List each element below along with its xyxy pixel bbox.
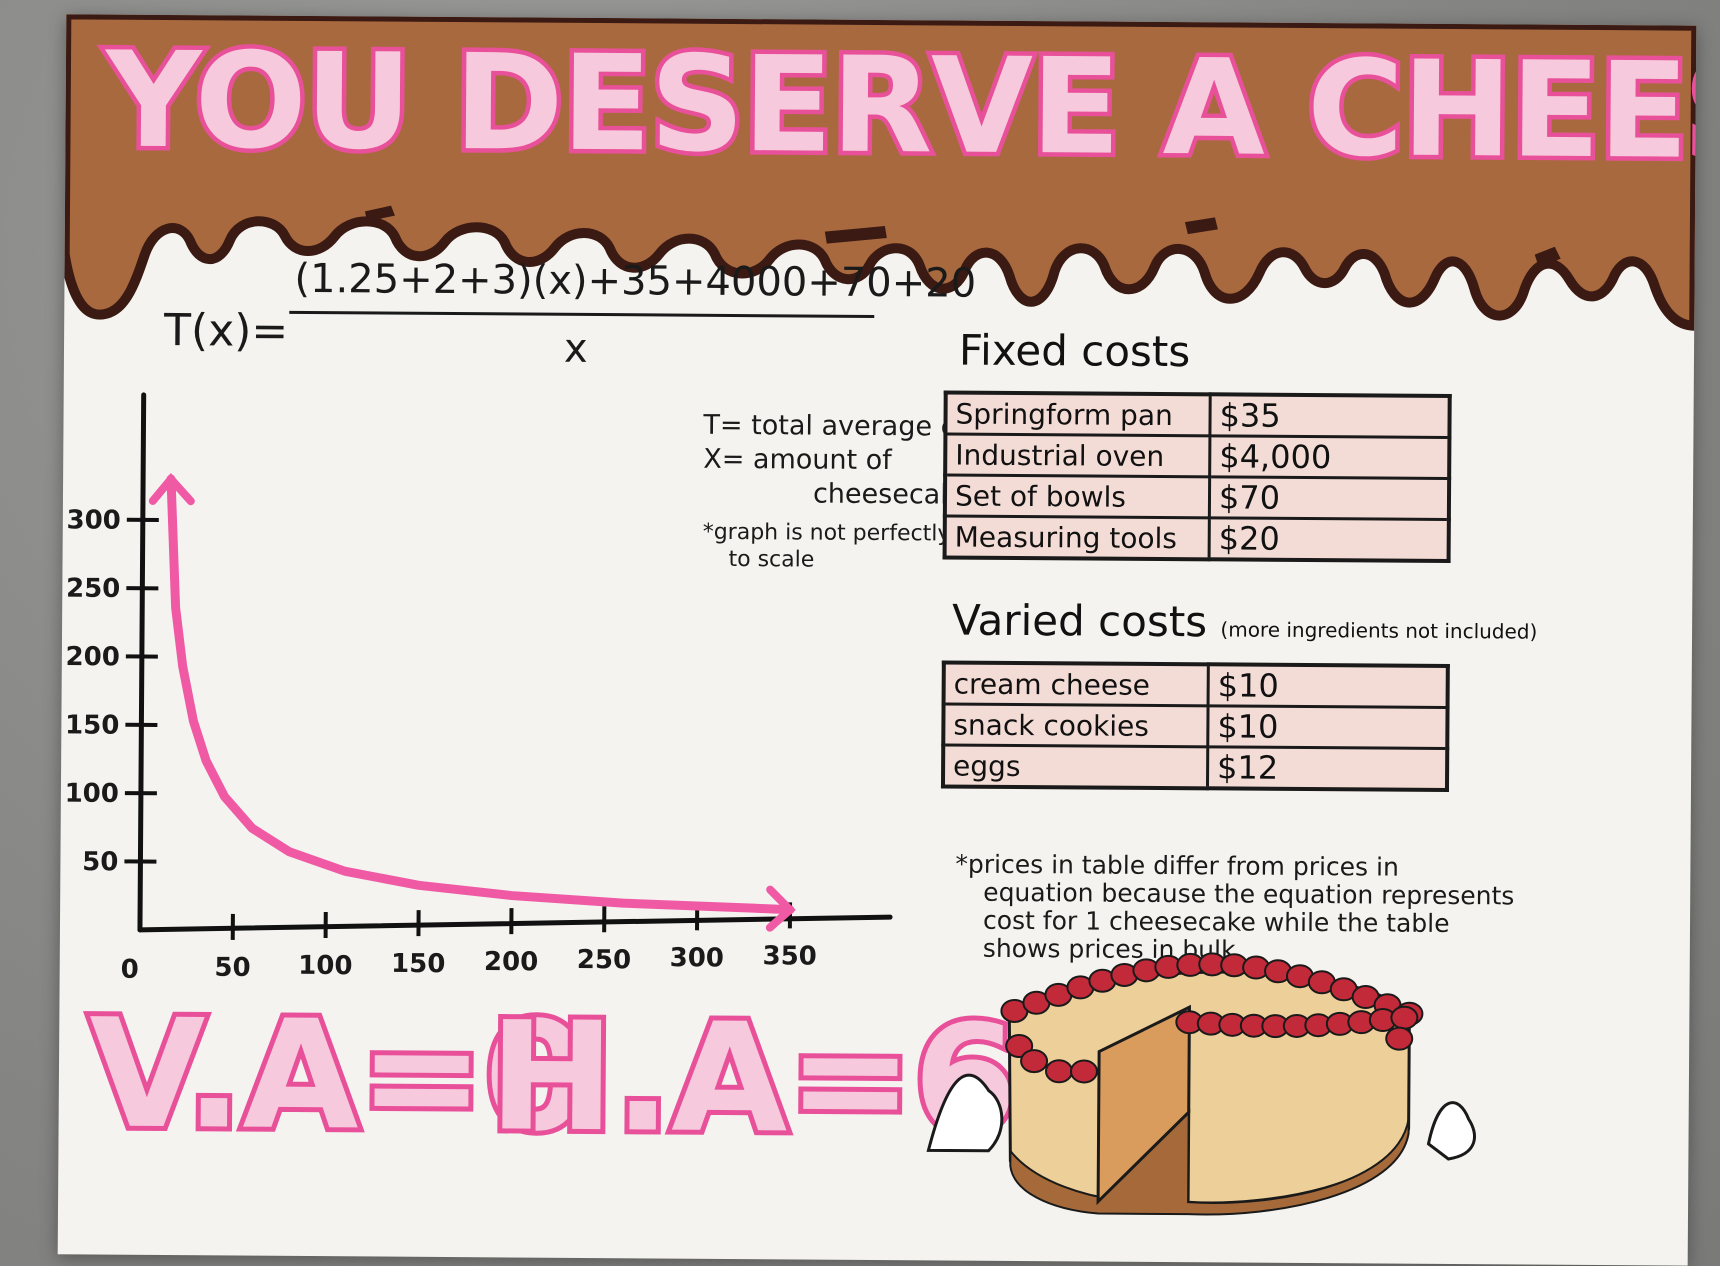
cheesecake-illustration xyxy=(926,952,1476,1216)
x-tick-label: 0 xyxy=(121,955,139,985)
strawberry xyxy=(1020,1049,1049,1074)
y-tick-label: 100 xyxy=(65,779,119,809)
fixed-cost-item: Set of bowls xyxy=(944,474,1210,518)
x-tick-label: 200 xyxy=(484,947,538,977)
varied-costs-title: Varied costs xyxy=(951,595,1208,647)
equation-denominator: x xyxy=(563,325,588,372)
strawberry xyxy=(1390,1005,1419,1030)
y-tick-label: 150 xyxy=(65,710,119,740)
varied-cost-item: cream cheese xyxy=(943,662,1209,706)
y-tick-label: 200 xyxy=(65,642,119,672)
fixed-cost-item: Measuring tools xyxy=(944,515,1210,560)
varied-cost-row: snack cookies $10 xyxy=(943,703,1448,749)
strawberry xyxy=(1385,1026,1414,1051)
varied-cost-item: snack cookies xyxy=(943,703,1209,747)
varied-costs-subtitle: (more ingredients not included) xyxy=(1220,617,1538,644)
varied-cost-row: cream cheese $10 xyxy=(943,662,1448,708)
fixed-cost-item: Springform pan xyxy=(945,392,1211,436)
equation-numerator: (1.25+2+3)(x)+35+4000+70+20 xyxy=(294,255,977,307)
x-tick-label: 250 xyxy=(577,945,631,975)
graph-ticks: 50 100 150 200 250 300 0 50 100 150 200 250 300 350 xyxy=(65,505,817,985)
varied-cost-item: eggs xyxy=(942,744,1208,789)
cost-graph: 50 100 150 200 250 300 0 50 100 150 200 250 300 350 xyxy=(65,392,893,985)
graph-axes xyxy=(137,392,893,933)
fixed-cost-price: $70 xyxy=(1209,476,1450,520)
x-tick-label: 350 xyxy=(762,941,816,971)
varied-cost-price: $10 xyxy=(1208,664,1448,708)
price-footnote: *prices in table differ from prices in e… xyxy=(955,850,1515,967)
curve-arrow-right xyxy=(765,885,796,932)
fixed-cost-price: $4,000 xyxy=(1209,435,1450,479)
graph-curve-layer xyxy=(148,472,796,932)
x-axis-line xyxy=(137,914,893,933)
x-tick-label: 150 xyxy=(391,949,445,979)
cost-curve xyxy=(166,474,795,915)
varied-cost-price: $10 xyxy=(1207,705,1448,749)
fixed-cost-price: $35 xyxy=(1209,394,1450,438)
fixed-cost-row: Set of bowls $70 xyxy=(944,474,1450,520)
fixed-cost-item: Industrial oven xyxy=(945,433,1210,477)
whipped-cream-left xyxy=(926,1073,1004,1153)
whipped-cream-right xyxy=(1426,1101,1476,1161)
x-tick-label: 100 xyxy=(298,951,352,981)
fixed-cost-row: Measuring tools $20 xyxy=(944,515,1449,561)
strawberry-ring xyxy=(1000,952,1424,1084)
fixed-cost-row: Industrial oven $4,000 xyxy=(945,433,1450,479)
varied-costs-table: cream cheese $10 snack cookies $10 eggs $12 xyxy=(940,660,1450,792)
poster: YOU DESERVE A CHEESECAKE. T(x)= (1.25+2+… xyxy=(57,14,1697,1266)
x-tick-label: 50 xyxy=(214,953,250,983)
varied-costs-heading: Varied costs (more ingredients not inclu… xyxy=(952,596,1538,649)
chocolate-drip-banner xyxy=(63,14,1697,331)
fixed-cost-row: Springform pan $35 xyxy=(945,392,1450,438)
cake-body xyxy=(1007,970,1411,1205)
varied-cost-row: eggs $12 xyxy=(942,744,1448,790)
poster-title: YOU DESERVE A CHEESECAKE. xyxy=(101,19,1697,197)
y-tick-label: 50 xyxy=(82,847,118,877)
fixed-costs-table: Springform pan $35 Industrial oven $4,000 Se… xyxy=(942,390,1452,564)
strawberry xyxy=(1044,1059,1073,1084)
y-tick-label: 250 xyxy=(66,574,120,604)
fixed-costs-title: Fixed costs xyxy=(958,325,1191,377)
fixed-cost-price: $20 xyxy=(1209,517,1449,561)
cake-slice-cut xyxy=(1096,1004,1191,1206)
curve-arrow-up xyxy=(148,472,195,506)
x-tick-label: 300 xyxy=(670,943,724,973)
varied-cost-price: $12 xyxy=(1207,746,1448,790)
y-tick-label: 300 xyxy=(66,505,120,535)
equation-lhs: T(x)= xyxy=(163,305,289,357)
strawberry xyxy=(1069,1059,1098,1084)
y-axis-line xyxy=(137,392,147,933)
